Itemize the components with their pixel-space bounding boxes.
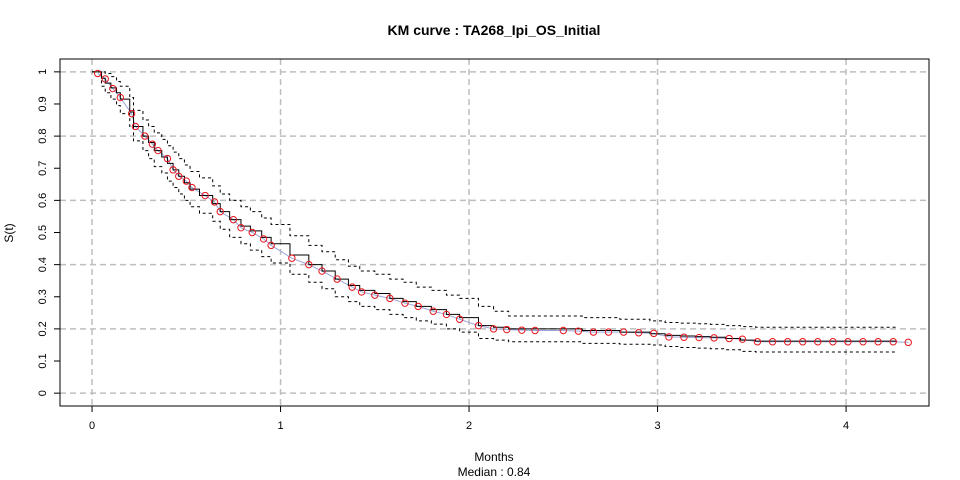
model-point — [175, 172, 183, 180]
model-point — [474, 321, 483, 330]
model-point — [503, 325, 511, 334]
model-point — [559, 326, 568, 335]
model-point — [116, 93, 125, 102]
model-point — [94, 69, 102, 78]
y-axis-label: S(t) — [2, 223, 16, 242]
model-point — [109, 84, 117, 93]
x-tick-label: 4 — [843, 420, 849, 432]
km-line — [92, 71, 897, 342]
model-point — [650, 329, 658, 338]
model-point — [348, 283, 356, 291]
model-point — [574, 327, 583, 335]
y-tick-label: 0 — [37, 390, 49, 396]
model-point — [216, 207, 224, 216]
y-tick-label: 0.6 — [37, 193, 49, 208]
model-point — [101, 75, 109, 83]
model-point — [210, 198, 219, 206]
model-point — [442, 310, 451, 319]
model-point — [531, 326, 539, 335]
model-point — [665, 333, 673, 341]
model-point — [288, 254, 296, 262]
model-point — [201, 191, 209, 200]
x-tick-label: 1 — [277, 420, 283, 432]
model-point — [333, 275, 341, 283]
x-tick-label: 2 — [466, 420, 472, 432]
model-point — [844, 338, 852, 346]
model-point — [259, 235, 268, 243]
model-point — [182, 177, 190, 185]
median-subtitle: Median : 0.84 — [458, 465, 531, 479]
x-axis-label: Months — [474, 450, 513, 464]
model-point — [131, 122, 140, 131]
model-point — [783, 338, 792, 346]
model-point — [518, 326, 526, 334]
km-step-curve — [92, 71, 897, 342]
y-axis: 0 0.1 0.2 0.3 0.4 0.5 0.6 0.7 0.8 0.9 1 — [37, 69, 60, 396]
model-point — [229, 215, 238, 224]
model-point — [169, 166, 177, 174]
model-point — [859, 338, 867, 346]
model-point — [814, 338, 822, 346]
model-point — [904, 338, 912, 347]
model-point — [357, 288, 366, 296]
model-point — [753, 338, 762, 346]
model-point — [619, 328, 628, 336]
model-point — [267, 241, 275, 250]
y-tick-label: 0.2 — [37, 321, 49, 336]
model-point — [386, 294, 394, 303]
model-point — [141, 132, 149, 140]
ci-line-ci-lower — [92, 71, 897, 353]
y-tick-label: 0.3 — [37, 289, 49, 304]
y-tick-label: 0.9 — [37, 96, 49, 111]
grid-lines — [60, 59, 929, 406]
model-point — [889, 338, 897, 346]
model-line — [97, 73, 909, 343]
model-point — [127, 109, 136, 118]
model-curve — [97, 73, 909, 343]
model-point — [429, 307, 437, 315]
model-point — [829, 338, 837, 346]
y-tick-label: 0.8 — [37, 128, 49, 143]
x-tick-label: 0 — [89, 420, 95, 432]
x-axis: 0 1 2 3 4 — [89, 406, 849, 432]
chart-title: KM curve : TA268_Ipi_OS_Initial — [388, 22, 601, 38]
model-point — [695, 333, 703, 342]
plot-frame — [59, 58, 930, 407]
model-point — [710, 334, 718, 342]
model-point — [635, 329, 643, 337]
model-point — [768, 338, 777, 346]
model-point — [680, 333, 688, 341]
model-point — [414, 302, 422, 311]
y-tick-label: 1 — [37, 69, 49, 75]
model-point — [163, 154, 172, 163]
model-point — [248, 228, 256, 237]
model-point — [799, 338, 807, 346]
model-point — [738, 335, 747, 343]
model-point-markers — [94, 69, 912, 347]
ci-line-ci-upper — [92, 71, 897, 328]
model-point — [148, 140, 157, 148]
model-point — [371, 291, 379, 299]
model-point — [154, 146, 162, 155]
x-tick-label: 3 — [654, 420, 660, 432]
y-tick-label: 0.4 — [37, 257, 49, 272]
model-point — [237, 223, 245, 232]
model-point — [318, 267, 326, 275]
model-point — [589, 328, 598, 336]
model-point — [305, 260, 313, 269]
model-point — [489, 325, 498, 333]
model-point — [401, 299, 409, 307]
confidence-interval-lines — [92, 71, 897, 353]
model-point — [725, 334, 733, 343]
y-tick-label: 0.5 — [37, 225, 49, 240]
model-point — [874, 338, 882, 346]
model-point — [188, 183, 196, 192]
y-tick-label: 0.1 — [37, 353, 49, 368]
y-tick-label: 0.7 — [37, 161, 49, 176]
model-point — [455, 315, 464, 323]
model-point — [604, 328, 613, 336]
